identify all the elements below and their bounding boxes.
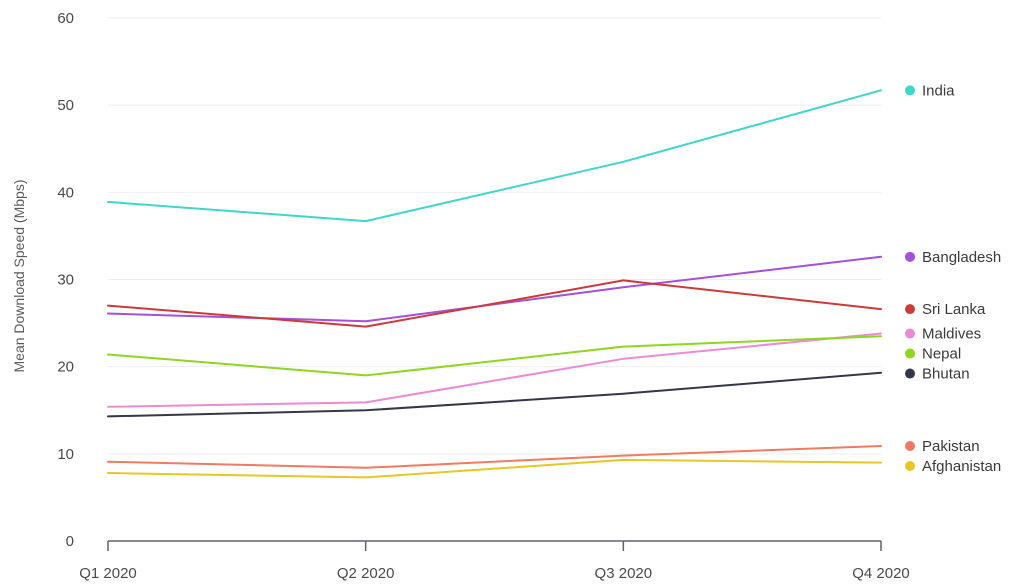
y-axis-title: Mean Download Speed (Mbps) xyxy=(11,180,27,373)
legend-marker-sri-lanka xyxy=(905,304,915,315)
legend-marker-pakistan xyxy=(905,440,915,451)
legend-marker-maldives xyxy=(905,328,915,339)
legend-label-sri-lanka: Sri Lanka xyxy=(922,301,986,318)
x-tick-label: Q3 2020 xyxy=(595,565,653,582)
legend-label-afghanistan: Afghanistan xyxy=(922,458,1001,475)
series-line-sri-lanka xyxy=(107,279,882,328)
legend-marker-bhutan xyxy=(905,368,915,379)
legend-label-bhutan: Bhutan xyxy=(922,366,970,383)
series-line-pakistan xyxy=(107,445,882,469)
x-tick-label: Q1 2020 xyxy=(79,565,137,582)
series-line-india xyxy=(107,89,882,223)
x-tick-label: Q2 2020 xyxy=(337,565,395,582)
legend-marker-bangladesh xyxy=(905,251,915,262)
legend-marker-afghanistan xyxy=(905,460,915,471)
legend-marker-india xyxy=(905,85,915,96)
axes: Mean Download Speed (Mbps) 0 10 20 30 40 50 60… xyxy=(11,10,910,582)
legend-label-india: India xyxy=(922,82,955,99)
legend-label-nepal: Nepal xyxy=(922,346,961,363)
y-tick-label: 0 xyxy=(66,533,74,550)
series-line-bhutan xyxy=(107,371,882,418)
y-tick-label: 10 xyxy=(57,446,74,463)
y-tick-label: 50 xyxy=(57,97,74,114)
y-tick-label: 40 xyxy=(57,184,74,201)
gridlines xyxy=(108,17,881,455)
series-line-nepal xyxy=(107,335,882,377)
series-line-bangladesh xyxy=(107,255,882,323)
y-tick-label: 30 xyxy=(57,272,74,289)
y-tick-label: 60 xyxy=(57,10,74,27)
series-line-afghanistan xyxy=(107,458,882,479)
legend-label-pakistan: Pakistan xyxy=(922,438,980,455)
legend: India Bangladesh Sri Lanka Maldives Nepal Bhu… xyxy=(905,82,1001,475)
legend-marker-nepal xyxy=(905,348,915,359)
legend-label-maldives: Maldives xyxy=(922,326,981,343)
x-tick-label: Q4 2020 xyxy=(852,565,910,582)
series-line-maldives xyxy=(107,332,882,408)
legend-label-bangladesh: Bangladesh xyxy=(922,249,1001,266)
series-lines xyxy=(107,89,882,479)
y-tick-label: 20 xyxy=(57,359,74,376)
